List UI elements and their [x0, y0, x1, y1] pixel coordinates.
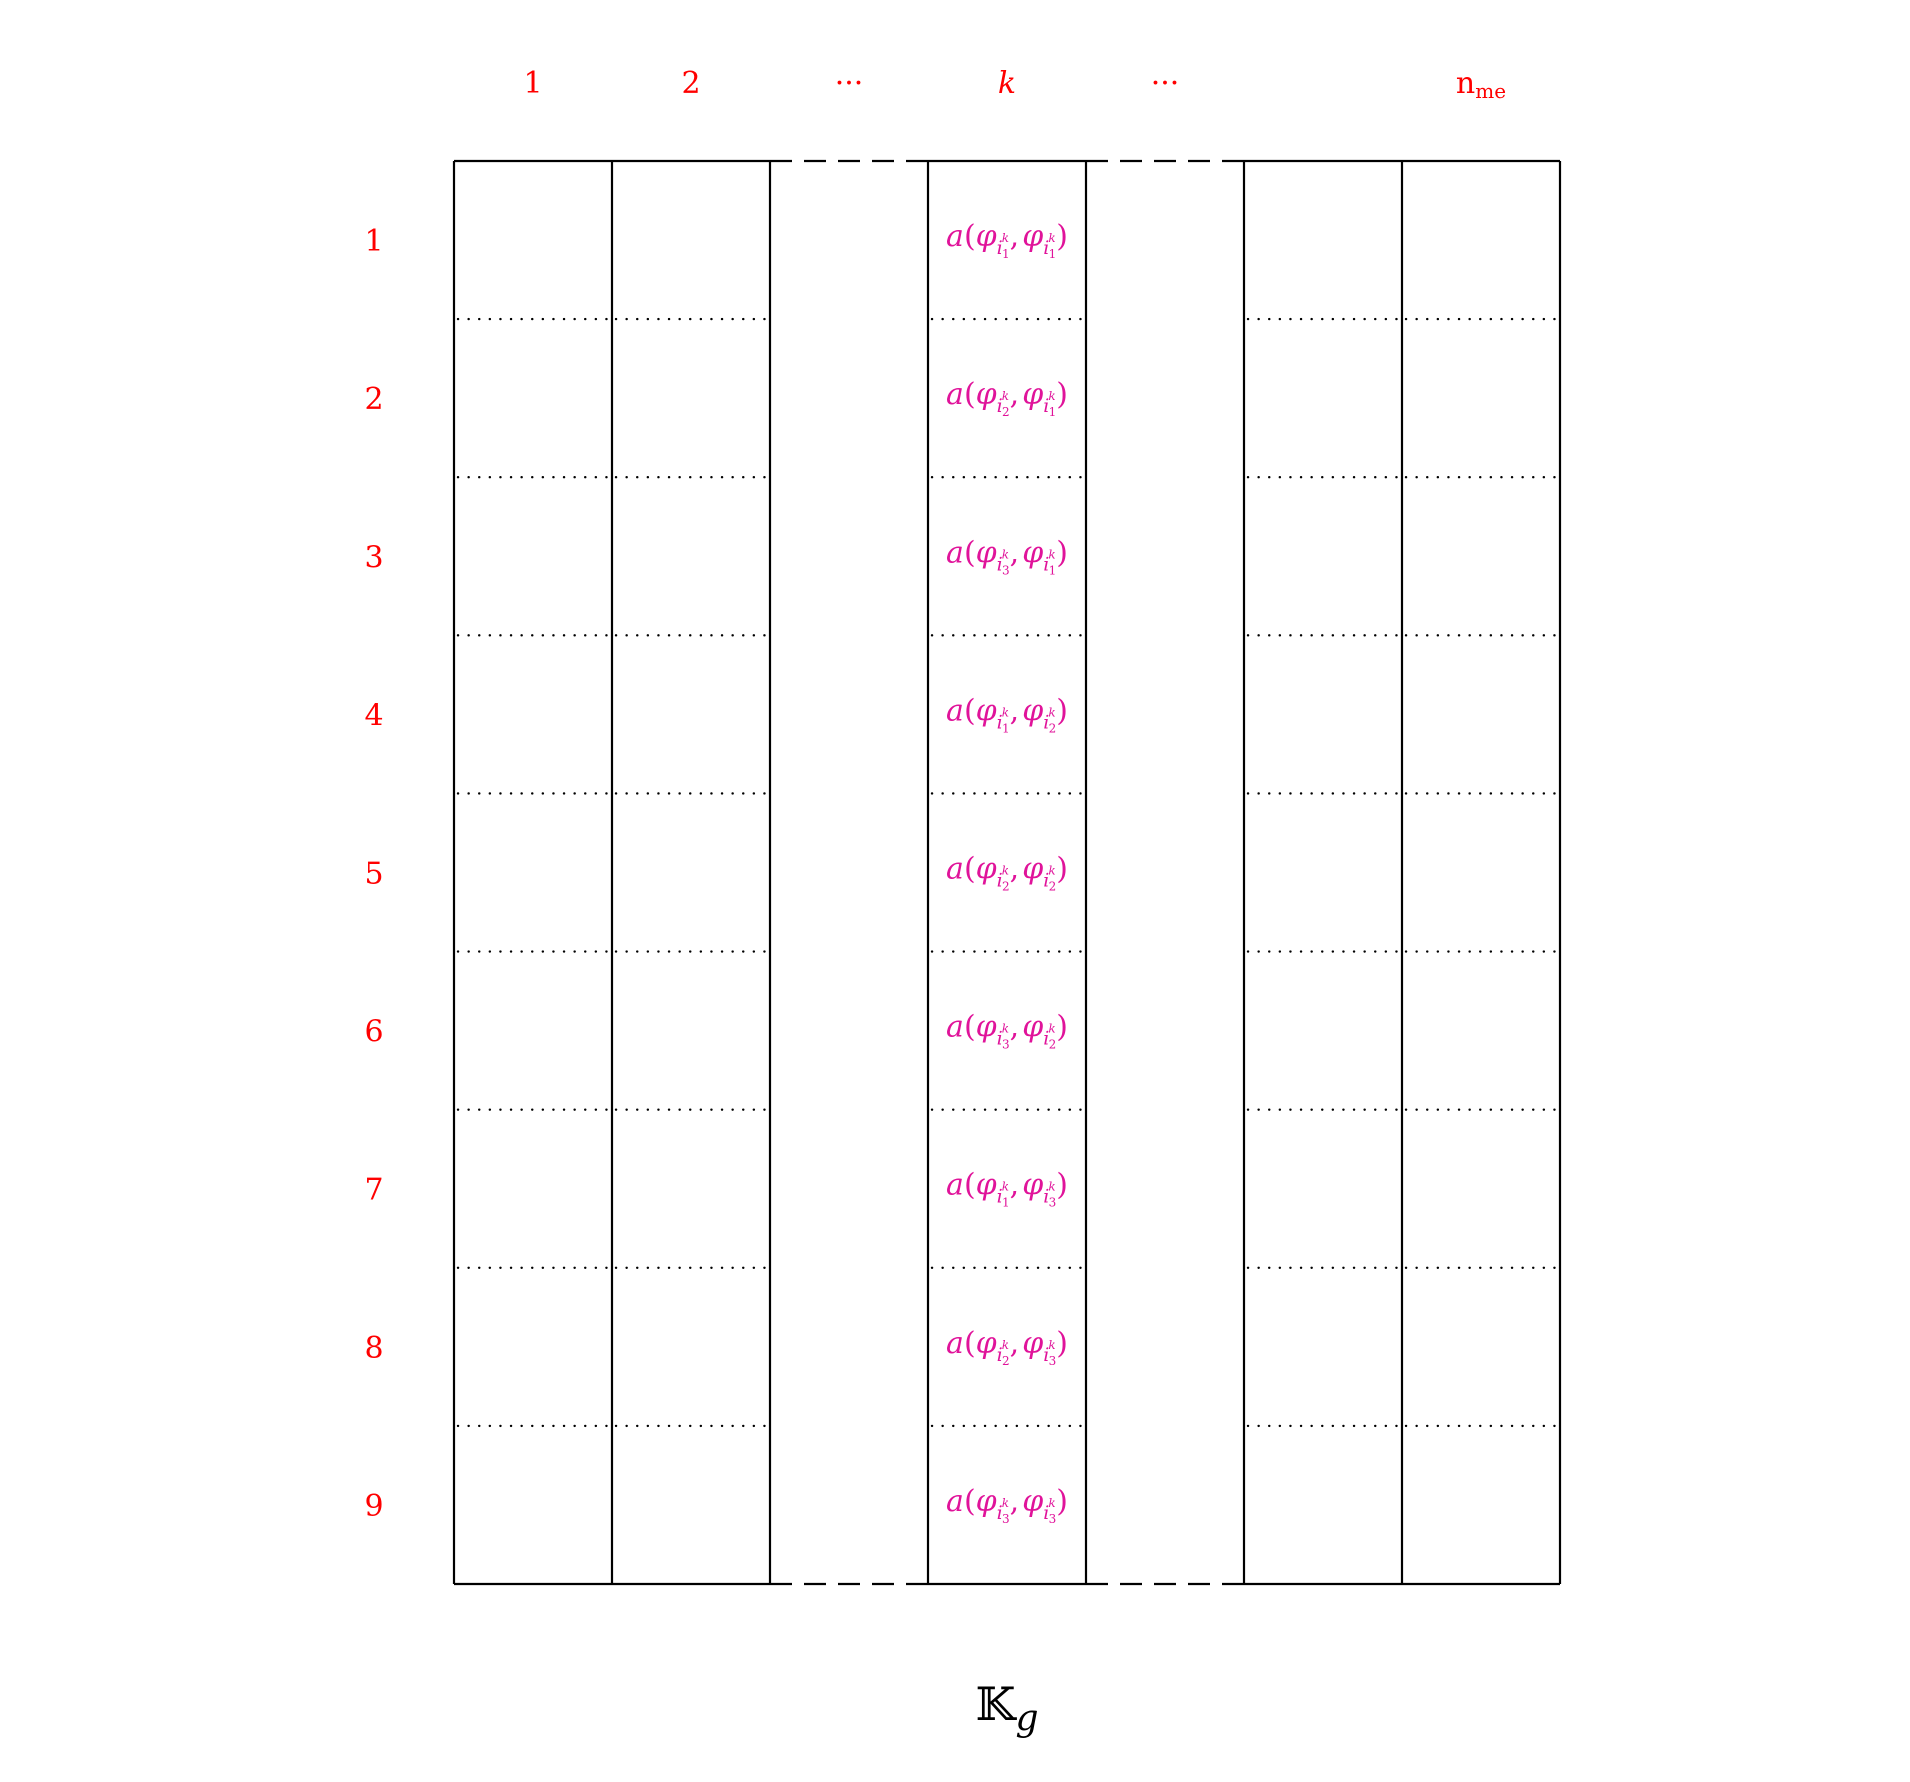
row-label-3: 3 — [364, 540, 383, 575]
column-header-1: 1 — [523, 66, 542, 101]
row-label-2: 2 — [364, 382, 383, 417]
matrix-entry-row-8: a(φik 2, φik 3) — [946, 1326, 1068, 1368]
matrix-caption: 𝕂g — [975, 1677, 1038, 1739]
column-k-entries: a(φik 1, φik 1) a(φik 2, φik 1) a(φik 3, φik 1) a(φi… — [946, 219, 1068, 1526]
row-label-5: 5 — [364, 857, 383, 892]
caption-text: 𝕂g — [975, 1677, 1038, 1739]
matrix-entry-row-4: a(φik 1, φik 2) — [946, 693, 1068, 735]
matrix-entry-row-2: a(φik 2, φik 1) — [946, 377, 1068, 419]
row-label-9: 9 — [364, 1489, 383, 1524]
column-header-4: k — [998, 66, 1016, 101]
column-headers: 1 2 ··· k ··· nme — [523, 66, 1506, 103]
column-header-5: ··· — [1151, 66, 1180, 101]
row-label-4: 4 — [364, 698, 383, 733]
matrix-entry-row-1: a(φik 1, φik 1) — [946, 219, 1068, 261]
matrix-grid — [452, 159, 1562, 1586]
column-header-2: 2 — [681, 66, 700, 101]
row-label-6: 6 — [364, 1015, 383, 1050]
row-label-1: 1 — [364, 224, 383, 259]
column-header-6: nme — [1456, 66, 1506, 103]
matrix-entry-row-3: a(φik 3, φik 1) — [946, 535, 1068, 577]
matrix-entry-row-5: a(φik 2, φik 2) — [946, 852, 1068, 894]
row-labels: 1 2 3 4 5 6 7 8 9 — [364, 224, 383, 1524]
matrix-entry-row-7: a(φik 1, φik 3) — [946, 1168, 1068, 1210]
row-label-8: 8 — [364, 1331, 383, 1366]
column-header-3: ··· — [835, 66, 864, 101]
matrix-entry-row-6: a(φik 3, φik 2) — [946, 1010, 1068, 1052]
matrix-entry-row-9: a(φik 3, φik 3) — [946, 1484, 1068, 1526]
row-label-7: 7 — [364, 1173, 383, 1208]
